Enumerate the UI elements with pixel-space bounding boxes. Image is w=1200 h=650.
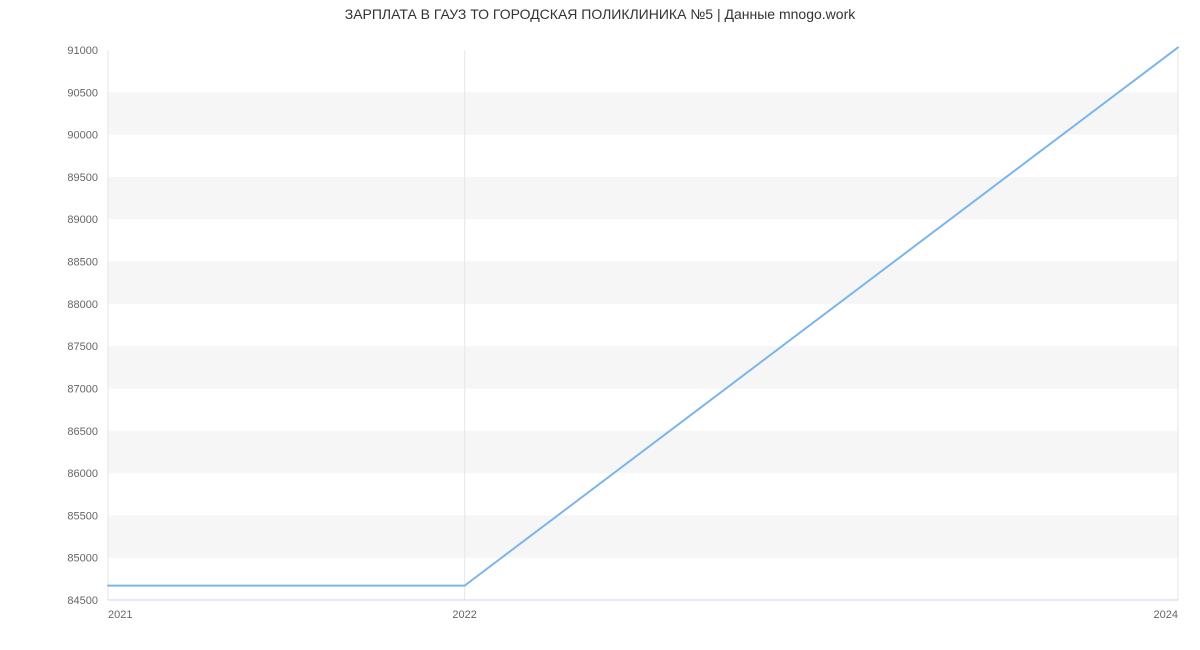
- x-tick-label: 2024: [1154, 609, 1178, 621]
- y-tick-label: 86000: [67, 468, 98, 480]
- chart-svg: 84500 85000 85500 86000 86500 87000 87500 88000…: [0, 0, 1200, 650]
- y-tick-label: 86500: [67, 426, 98, 438]
- y-tick-label: 87000: [67, 383, 98, 395]
- salary-line-chart: ЗАРПЛАТА В ГАУЗ ТО ГОРОДСКАЯ ПОЛИКЛИНИКА…: [0, 0, 1200, 650]
- y-tick-label: 87500: [67, 341, 98, 353]
- y-tick-label: 90000: [67, 130, 98, 142]
- y-tick-label: 90500: [67, 87, 98, 99]
- y-tick-label: 91000: [67, 45, 98, 57]
- x-tick-label: 2021: [108, 609, 132, 621]
- y-tick-label: 88500: [67, 257, 98, 269]
- x-tick-label: 2022: [452, 609, 476, 621]
- y-tick-label: 89000: [67, 214, 98, 226]
- y-tick-label: 89500: [67, 172, 98, 184]
- y-tick-label: 88000: [67, 299, 98, 311]
- y-tick-label: 85000: [67, 553, 98, 565]
- y-tick-label: 85500: [67, 510, 98, 522]
- y-tick-label: 84500: [67, 595, 98, 607]
- chart-title: ЗАРПЛАТА В ГАУЗ ТО ГОРОДСКАЯ ПОЛИКЛИНИКА…: [0, 6, 1200, 22]
